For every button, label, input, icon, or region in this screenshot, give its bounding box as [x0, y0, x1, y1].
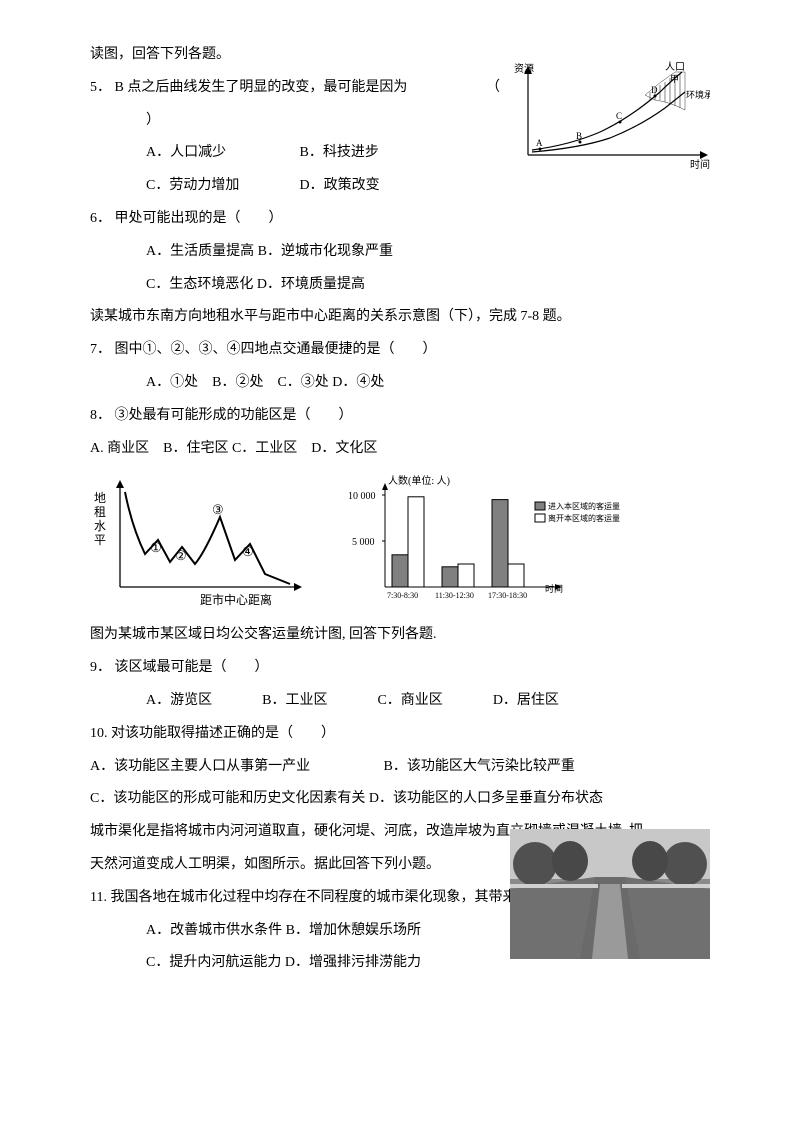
- fig1-xlabel: 时间: [690, 158, 710, 170]
- question-6: 6． 甲处可能出现的是（ ）: [90, 204, 710, 235]
- svg-text:租: 租: [94, 505, 106, 519]
- fig3-ytitle: 人数(单位: 人): [388, 474, 450, 487]
- q6-num: 6．: [90, 211, 111, 226]
- fig2-m4: ④: [242, 544, 254, 559]
- q5-opts-cd: C．劳动力增加 D．政策改变: [90, 171, 710, 202]
- question-8: 8． ③处最有可能形成的功能区是（ ）: [90, 401, 710, 432]
- fig1-pt-d: D: [651, 85, 658, 95]
- fig2-yl1: 地: [94, 491, 106, 505]
- fig3-xl1: 7:30-8:30: [387, 591, 418, 600]
- fig1-pt-c: C: [616, 111, 622, 121]
- fig2-m3: ③: [212, 502, 224, 517]
- fig2-xlabel: 距市中心距离: [200, 592, 272, 607]
- q6-opts-ab: A．生活质量提高 B．逆城市化现象严重: [90, 237, 710, 268]
- fig1-ylabel: 资源: [514, 62, 534, 75]
- q7-stem: 图中①、②、③、④四地点交通最便捷的是（ ）: [115, 342, 437, 357]
- intro-2: 读某城市东南方向地租水平与距市中心距离的关系示意图（下），完成 7-8 题。: [90, 302, 710, 333]
- fig1-pt-b: B: [576, 131, 582, 141]
- q7-num: 7．: [90, 342, 111, 357]
- q5-opt-a: A．人口减少: [146, 138, 296, 169]
- q9-opt-a: A．游览区: [146, 686, 212, 717]
- figure-land-rent: 地 租 水 平 距市中心距离 ① ② ③ ④: [90, 472, 310, 612]
- question-7: 7． 图中①、②、③、④四地点交通最便捷的是（ ）: [90, 335, 710, 366]
- figure-bus-volume: 人数(单位: 人) 10 000 5 000 7:30-8:30 11:30-1…: [340, 472, 620, 612]
- fig2-m2: ②: [175, 548, 187, 563]
- q7-opts: A．①处 B．②处 C．③处 D．④处: [90, 368, 710, 399]
- fig3-leg-in: 进入本区域的客运量: [548, 501, 620, 511]
- fig3-leg-out: 离开本区域的客运量: [548, 513, 620, 523]
- q6-stem: 甲处可能出现的是（ ）: [115, 211, 283, 226]
- fig3-xl2: 11:30-12:30: [435, 591, 474, 600]
- q5-num: 5．: [90, 80, 111, 95]
- q9-opt-b: B．工业区: [262, 686, 327, 717]
- question-10: 10. 对该功能取得描述正确的是（ ）: [90, 719, 710, 750]
- q8-opts: A. 商业区 B．住宅区 C．工业区 D．文化区: [90, 434, 710, 465]
- q9-opt-c: C．商业区: [377, 686, 442, 717]
- q5-stem: B 点之后曲线发生了明显的改变，最可能是因为: [115, 80, 408, 95]
- fig1-capacity-label: 环境承载力: [686, 89, 710, 100]
- intro-3: 图为某城市某区域日均公交客运量统计图, 回答下列各题.: [90, 620, 710, 651]
- fig3-xaxis: 时间: [545, 583, 563, 594]
- q11-num: 11.: [90, 890, 107, 905]
- q10-opts-cd: C．该功能区的形成可能和历史文化因素有关 D．该功能区的人口多呈垂直分布状态: [90, 784, 710, 815]
- q10-stem: 对该功能取得描述正确的是（ ）: [111, 726, 335, 741]
- q5-opt-c: C．劳动力增加: [146, 171, 296, 202]
- svg-text:平: 平: [94, 533, 106, 547]
- q5-opt-b: B．科技进步: [300, 145, 379, 160]
- figure-canal-photo: [510, 829, 710, 959]
- q8-num: 8．: [90, 408, 111, 423]
- q8-stem: ③处最有可能形成的功能区是（ ）: [115, 408, 353, 423]
- figures-row: 地 租 水 平 距市中心距离 ① ② ③ ④ 人数(单位: 人): [90, 472, 710, 612]
- q9-opt-d: D．居住区: [493, 686, 559, 717]
- fig2-m1: ①: [150, 540, 162, 555]
- q9-opts: A．游览区 B．工业区 C．商业区 D．居住区: [90, 686, 710, 717]
- question-9: 9． 该区域最可能是（ ）: [90, 653, 710, 684]
- fig1-pt-a: A: [536, 138, 543, 148]
- fig3-yt2: 5 000: [352, 537, 375, 548]
- fig1-pop-label: 人口: [665, 61, 685, 73]
- q5-paren-open: （: [486, 73, 500, 104]
- figure-resource-population: 资源 时间 人口 甲 环境承载力 A B C D: [510, 60, 710, 170]
- document-content: 资源 时间 人口 甲 环境承载力 A B C D 读图，回答下列各题。 5． B…: [90, 40, 710, 979]
- q6-opts-cd: C．生态环境恶化 D．环境质量提高: [90, 270, 710, 301]
- q10-opt-b: B．该功能区大气污染比较严重: [384, 759, 575, 774]
- fig3-xl3: 17:30-18:30: [488, 591, 527, 600]
- q9-stem: 该区域最可能是（ ）: [115, 660, 269, 675]
- q9-num: 9．: [90, 660, 111, 675]
- q5-opt-d: D．政策改变: [300, 178, 380, 193]
- q10-opts-ab: A．该功能区主要人口从事第一产业 B．该功能区大气污染比较严重: [90, 752, 710, 783]
- svg-text:水: 水: [94, 519, 106, 533]
- fig3-yt1: 10 000: [348, 491, 376, 502]
- q10-opt-a: A．该功能区主要人口从事第一产业: [90, 752, 380, 783]
- q10-num: 10.: [90, 726, 108, 741]
